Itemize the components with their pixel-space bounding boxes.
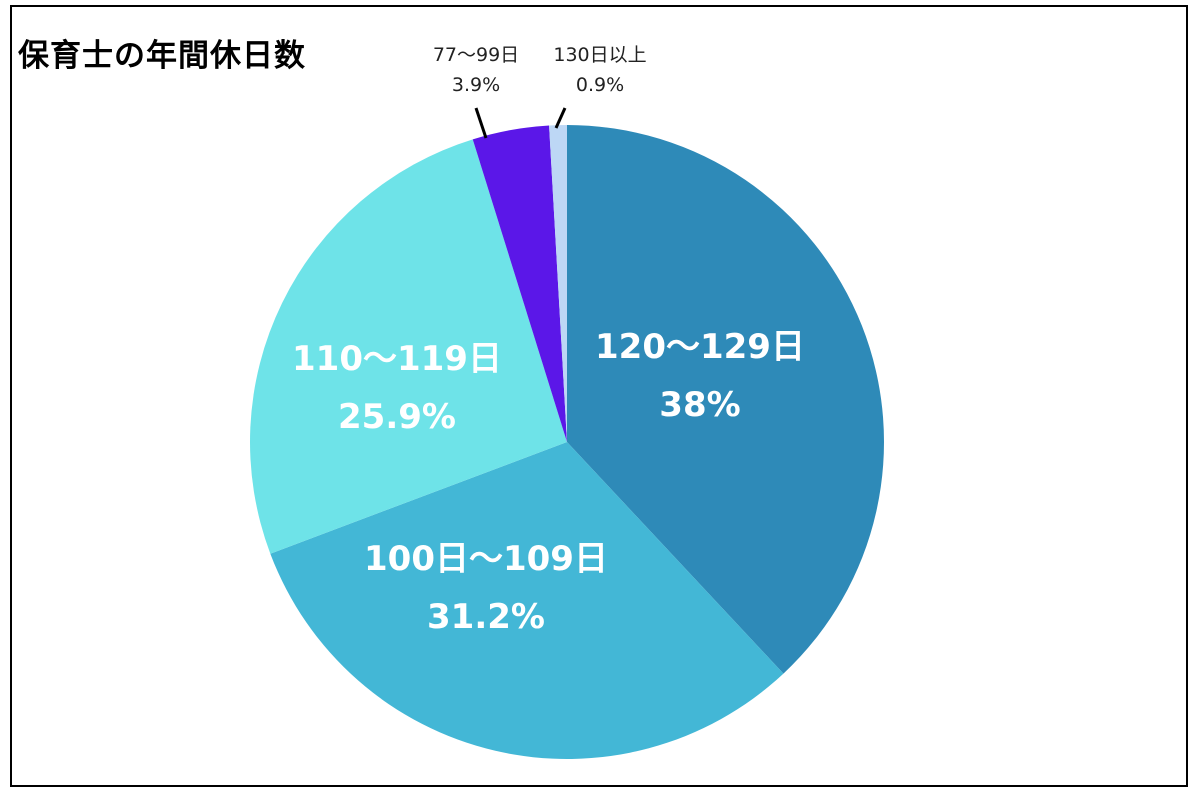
- slice-label-120-129: 120〜129日 38%: [595, 318, 805, 434]
- slice-label-130-plus: 130日以上 0.9%: [553, 40, 646, 100]
- slice-category: 120〜129日: [595, 327, 805, 367]
- slice-percent: 0.9%: [575, 74, 625, 96]
- pie-slice: [567, 125, 885, 674]
- slice-category: 110〜119日: [292, 339, 502, 379]
- slice-category: 77〜99日: [432, 44, 520, 66]
- slice-percent: 25.9%: [338, 397, 456, 437]
- pie-slice: [250, 139, 567, 554]
- slice-percent: 38%: [659, 385, 741, 425]
- leader-line-77-99: [474, 107, 488, 139]
- chart-title: 保育士の年間休日数: [18, 38, 306, 74]
- slice-label-77-99: 77〜99日 3.9%: [433, 40, 519, 100]
- leader-line-130-plus: [554, 107, 567, 129]
- pie-slice: [270, 442, 784, 759]
- pie-slice: [549, 125, 567, 442]
- slice-category: 100日〜109日: [364, 539, 608, 579]
- pie-slice: [472, 125, 567, 442]
- slice-category: 130日以上: [553, 44, 647, 66]
- slice-label-100-109: 100日〜109日 31.2%: [364, 530, 608, 646]
- slice-label-110-119: 110〜119日 25.9%: [292, 330, 502, 446]
- slice-percent: 31.2%: [427, 597, 545, 637]
- slice-percent: 3.9%: [451, 74, 501, 96]
